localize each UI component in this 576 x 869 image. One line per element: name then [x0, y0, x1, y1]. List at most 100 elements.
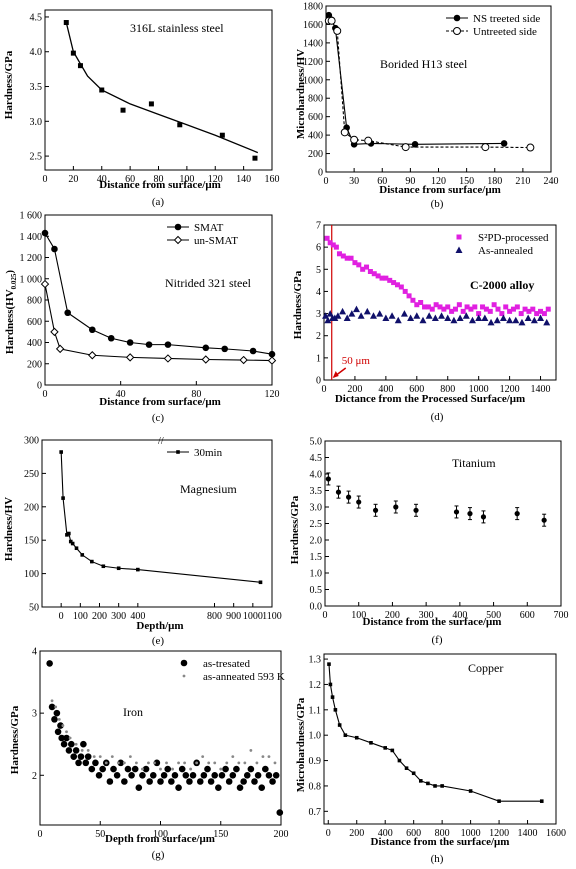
- data-point: [61, 724, 65, 727]
- data-point: [460, 308, 466, 314]
- y-tick-label: 3: [32, 709, 37, 720]
- data-point: [265, 771, 273, 779]
- data-point: [431, 314, 439, 321]
- legend-label: S²PD-processed: [478, 232, 549, 244]
- data-point: [171, 771, 179, 779]
- data-point: [164, 341, 172, 348]
- y-tick-label: 4.5: [30, 12, 43, 23]
- y-tick-label: 2: [32, 771, 37, 782]
- series-30min: [59, 450, 263, 585]
- y-tick-label: 2.5: [30, 152, 43, 163]
- data-point: [65, 533, 69, 537]
- data-point: [59, 450, 63, 454]
- data-point: [153, 761, 156, 765]
- data-point: [526, 143, 535, 152]
- data-point: [468, 789, 473, 793]
- data-point: [541, 517, 547, 523]
- panel-d-chart: C-2000 alloy Dictance from the Processed…: [292, 270, 534, 423]
- data-point: [48, 703, 56, 711]
- panel-a-plot: 0 20 40 60 80 100 120 140 160 2.5 3.0 3.5 4.0 4.5: [30, 9, 280, 185]
- data-point: [369, 741, 373, 745]
- data-point: [411, 141, 419, 148]
- data-point: [472, 304, 478, 310]
- data-point: [387, 277, 393, 283]
- data-point: [51, 245, 58, 253]
- y-tick-label: 0.7: [309, 807, 322, 818]
- data-point: [254, 771, 262, 779]
- data-point: [343, 733, 348, 737]
- data-point: [398, 284, 404, 290]
- legend-label: un-SMAT: [194, 235, 238, 247]
- x-tick-label: 200: [349, 828, 364, 839]
- panel-f-plot: 0 100 200 300 400 500 600 700 0.0 0.5 1.0 1.5 2.0 2.5…: [310, 437, 569, 622]
- data-point: [104, 761, 108, 765]
- data-point: [196, 778, 204, 785]
- y-tick-label: 100: [24, 569, 39, 580]
- data-point: [453, 509, 460, 515]
- data-point: [530, 316, 538, 324]
- y-tick-label: 1: [316, 353, 321, 364]
- data-point: [324, 235, 330, 241]
- data-point: [518, 318, 526, 326]
- data-point: [229, 771, 237, 779]
- data-point: [333, 244, 339, 250]
- data-point: [382, 314, 390, 321]
- data-point: [74, 742, 78, 746]
- data-point: [67, 531, 71, 536]
- data-point: [468, 306, 474, 312]
- data-point: [462, 312, 470, 319]
- data-point: [50, 699, 54, 703]
- data-point: [267, 356, 277, 365]
- x-tick-label: 50: [95, 829, 105, 840]
- series-0: [327, 662, 544, 803]
- panel-g-chart: Iron Depth from surface/μm Hardness/GPa …: [9, 705, 215, 861]
- data-point: [136, 567, 140, 572]
- data-point: [480, 514, 487, 520]
- y-tick-label: 400: [308, 131, 323, 142]
- y-tick-label: 1600: [303, 20, 323, 31]
- data-point: [333, 26, 342, 35]
- data-point: [80, 740, 87, 748]
- y-tick-label: 1.3: [309, 655, 322, 666]
- data-point: [467, 510, 473, 517]
- data-point: [186, 778, 193, 785]
- y-tick-label: 1.1: [309, 705, 322, 716]
- data-point: [255, 761, 259, 765]
- series-SMAT: [41, 229, 276, 358]
- data-point: [225, 778, 233, 785]
- data-point: [534, 311, 540, 317]
- data-point: [57, 717, 61, 721]
- data-point: [413, 507, 419, 513]
- x-tick-label: 80: [191, 389, 201, 400]
- data-point: [64, 309, 71, 317]
- x-tick-label: 400: [130, 611, 145, 622]
- y-tick-label: 4.0: [30, 47, 43, 58]
- panel-b-label: (b): [431, 198, 444, 210]
- x-tick-label: 1000: [243, 611, 263, 622]
- y-tick-label: 2.0: [310, 536, 323, 547]
- data-point: [352, 260, 358, 266]
- data-point: [189, 767, 193, 771]
- x-tick-label: 600: [520, 610, 535, 621]
- data-point: [88, 351, 97, 360]
- data-point: [211, 771, 219, 779]
- data-point: [328, 682, 333, 687]
- y-tick-label: 200: [27, 359, 42, 370]
- data-point: [65, 730, 68, 734]
- y-tick-label: 0: [316, 376, 321, 387]
- x-tick-label: 0: [43, 174, 48, 185]
- data-point: [425, 304, 431, 310]
- data-point: [113, 771, 121, 779]
- data-point: [340, 128, 349, 137]
- series-as-anneated 593 K: [50, 699, 277, 771]
- y-tick-label: 1 200: [20, 253, 43, 264]
- data-point: [276, 809, 284, 816]
- data-point: [524, 314, 532, 321]
- data-point: [483, 306, 489, 312]
- panel-c-ylabel-suffix: ): [4, 270, 16, 274]
- data-point: [363, 307, 371, 315]
- y-tick-label: 0: [37, 381, 42, 392]
- data-point: [201, 755, 205, 759]
- data-point: [404, 766, 409, 770]
